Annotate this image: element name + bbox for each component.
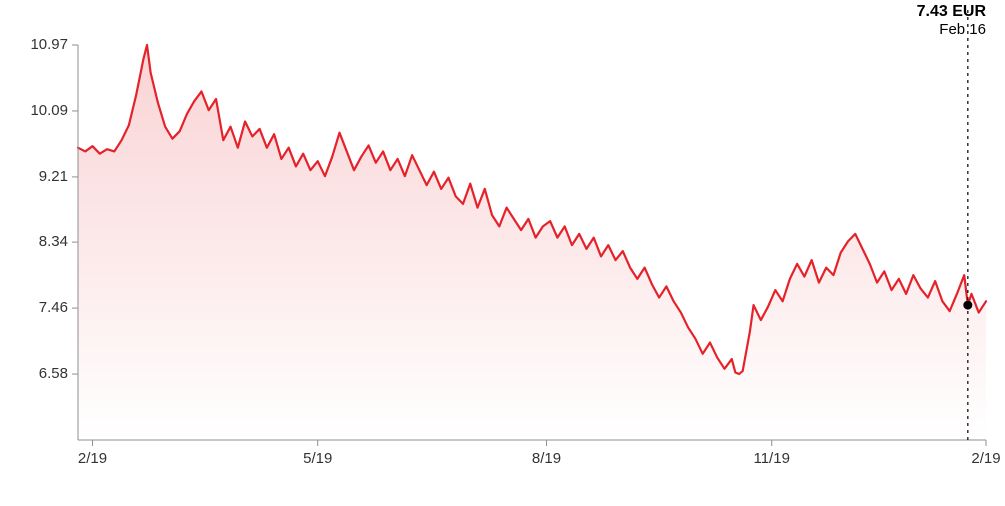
marker-callout: 7.43 EUR Feb 16 [917,3,986,38]
y-tick-label: 9.21 [39,168,68,185]
y-tick-label: 10.09 [30,102,68,119]
chart-svg [0,0,1005,506]
x-tick-label: 8/19 [532,450,561,467]
x-tick-label: 2/19 [971,450,1000,467]
price-chart: 7.43 EUR Feb 16 10.97 10.09 9.21 8.34 7.46 6.… [0,0,1005,506]
y-tick-label: 8.34 [39,233,68,250]
callout-date: Feb 16 [917,21,986,38]
y-tick-label: 6.58 [39,365,68,382]
callout-value: 7.43 EUR [917,3,986,21]
x-tick-label: 5/19 [303,450,332,467]
y-tick-label: 7.46 [39,299,68,316]
y-tick-label: 10.97 [30,36,68,53]
x-tick-label: 2/19 [78,450,107,467]
x-tick-label: 11/19 [753,450,789,467]
